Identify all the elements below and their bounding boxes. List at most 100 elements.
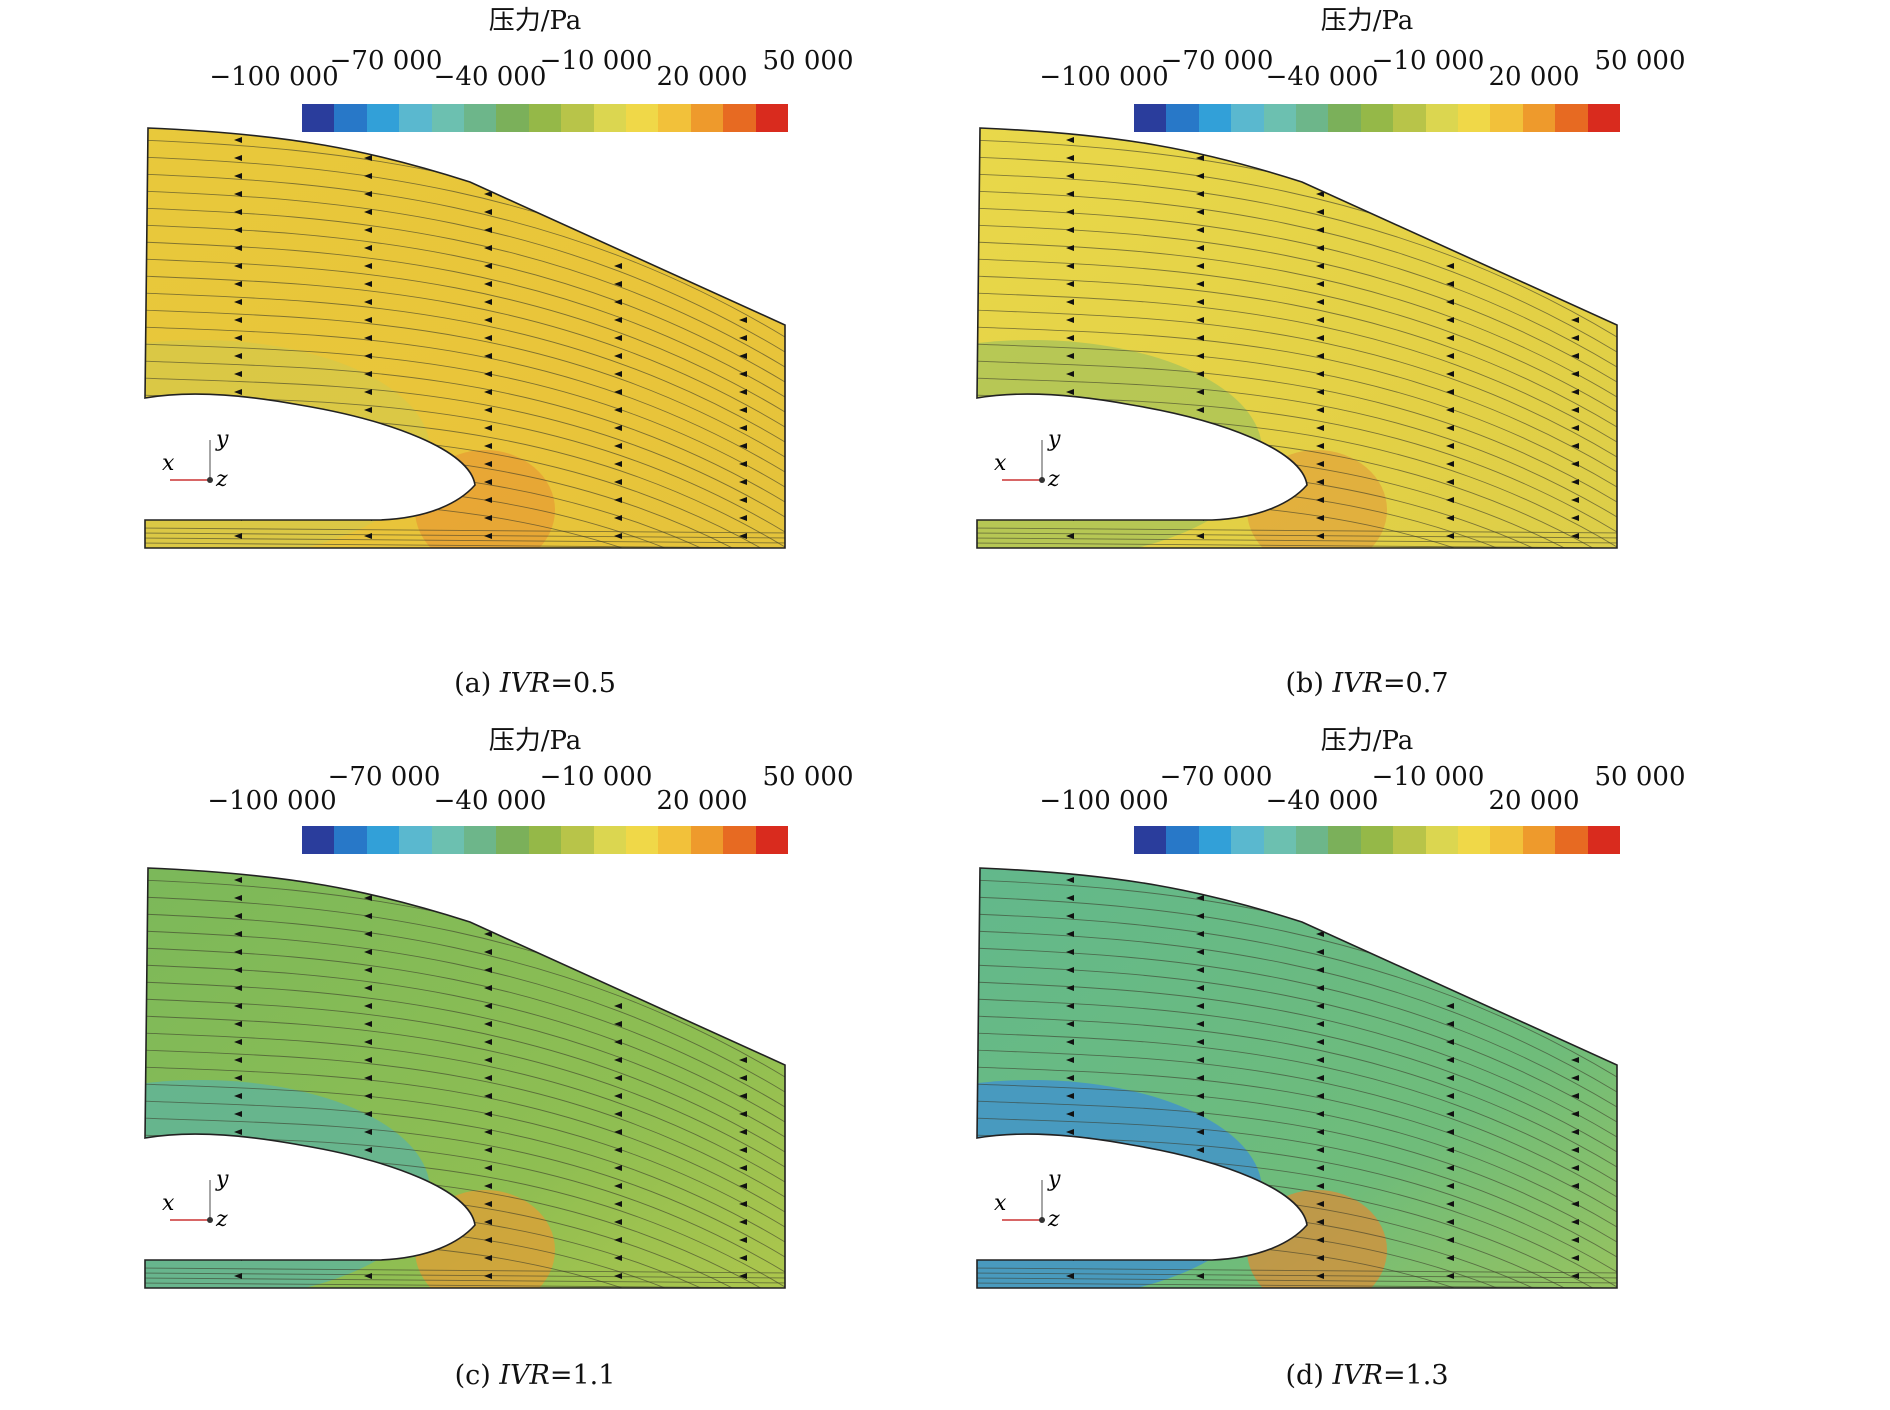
streamline: [977, 537, 1617, 544]
flow-arrow: [364, 1093, 372, 1099]
streamline: [145, 275, 785, 431]
colorbar-title: 压力/Pa: [1320, 6, 1414, 36]
flow-arrow: [1316, 173, 1324, 179]
flow-arrow: [234, 479, 242, 485]
flow-arrow: [1066, 425, 1074, 431]
flow-arrow: [234, 137, 242, 143]
streamline: [977, 224, 1617, 386]
flow-arrow: [484, 1021, 492, 1027]
colorbar-tick: −10 000: [539, 762, 653, 792]
streamline: [977, 241, 1617, 401]
colorbar-tick: 20 000: [656, 786, 748, 816]
colorbar-tick: −100 000: [207, 786, 337, 816]
flow-arrow: [1066, 245, 1074, 251]
colorbar-swatch: [399, 104, 432, 132]
flow-arrow: [484, 931, 492, 937]
flow-arrow: [234, 497, 242, 503]
colorbar-swatch: [1425, 104, 1459, 132]
colorbar-swatch: [755, 826, 789, 854]
duct-outline: [144, 127, 786, 549]
colorbar-swatch: [626, 826, 659, 854]
colorbar-swatch: [1458, 826, 1491, 854]
flow-arrow: [614, 497, 622, 503]
flow-arrow: [1196, 877, 1204, 883]
flow-arrow: [614, 263, 622, 269]
flow-arrow: [1316, 967, 1324, 973]
flow-arrow: [484, 1075, 492, 1081]
flow-arrow: [739, 895, 747, 901]
flow-arrow: [234, 407, 242, 413]
x-axis-label: x: [994, 1191, 1007, 1216]
streamline: [145, 292, 785, 446]
flow-arrow: [1066, 1003, 1074, 1009]
flow-arrow: [739, 877, 747, 883]
flow-arrow: [484, 137, 492, 143]
flow-arrow: [1571, 967, 1579, 973]
streamline: [977, 326, 1617, 476]
flow-arrow: [484, 1111, 492, 1117]
flow-arrow: [484, 967, 492, 973]
flow-arrow: [484, 407, 492, 413]
flow-arrow: [1446, 931, 1454, 937]
flow-arrow: [364, 1111, 372, 1117]
flow-arrow: [1196, 967, 1204, 973]
flow-arrow: [739, 281, 747, 287]
flow-arrow: [364, 245, 372, 251]
colorbar-swatch: [1231, 826, 1264, 854]
flow-arrow: [234, 1003, 242, 1009]
flow-arrow: [739, 461, 747, 467]
streamline: [145, 532, 785, 539]
flow-arrow: [614, 461, 622, 467]
colorbar-title: 压力/Pa: [1320, 726, 1414, 756]
flow-arrow: [1571, 389, 1579, 395]
flow-arrow: [234, 1021, 242, 1027]
flow-arrow: [364, 281, 372, 287]
flow-arrow: [1446, 1147, 1454, 1153]
flow-arrow: [739, 425, 747, 431]
colorbar-swatch: [1328, 104, 1361, 132]
flow-arrow: [364, 155, 372, 161]
streamline: [977, 998, 1617, 1156]
flow-arrow: [614, 1201, 622, 1207]
flow-arrow: [1196, 281, 1204, 287]
flow-arrow: [1066, 1237, 1074, 1243]
flow-arrow: [1066, 209, 1074, 215]
colorbar-swatch: [1166, 104, 1199, 132]
flow-arrow: [1196, 335, 1204, 341]
flow-arrow: [1196, 949, 1204, 955]
flow-arrow: [1571, 227, 1579, 233]
streamline: [145, 173, 785, 341]
flow-arrow: [364, 1039, 372, 1045]
flow-arrow: [1196, 931, 1204, 937]
colorbar: [302, 826, 789, 854]
flow-arrow: [1316, 949, 1324, 955]
streamline: [145, 326, 785, 476]
streamline: [977, 1066, 1617, 1216]
flow-arrow: [484, 173, 492, 179]
flow-arrow: [739, 985, 747, 991]
flow-arrow: [1066, 1147, 1074, 1153]
flow-arrow: [1446, 1111, 1454, 1117]
colorbar-swatch: [690, 104, 724, 132]
flow-arrow: [364, 479, 372, 485]
flow-arrow: [1196, 245, 1204, 251]
z-axis-dot: [1039, 1217, 1045, 1223]
flow-arrow: [1066, 1201, 1074, 1207]
colorbar-tick: −70 000: [1160, 46, 1274, 76]
flow-arrow: [234, 895, 242, 901]
flow-arrow: [1571, 895, 1579, 901]
flow-arrow: [234, 1183, 242, 1189]
flow-arrow: [1066, 299, 1074, 305]
flow-arrow: [1196, 263, 1204, 269]
flow-arrow: [234, 173, 242, 179]
colorbar-swatch: [561, 826, 594, 854]
flow-arrow: [1196, 209, 1204, 215]
flow-arrow: [1571, 1255, 1579, 1261]
flow-arrow: [1316, 245, 1324, 251]
flow-arrow: [739, 263, 747, 269]
flow-arrow: [364, 1129, 372, 1135]
flow-arrow: [484, 1165, 492, 1171]
flow-arrow: [1446, 497, 1454, 503]
flow-arrow: [1571, 877, 1579, 883]
